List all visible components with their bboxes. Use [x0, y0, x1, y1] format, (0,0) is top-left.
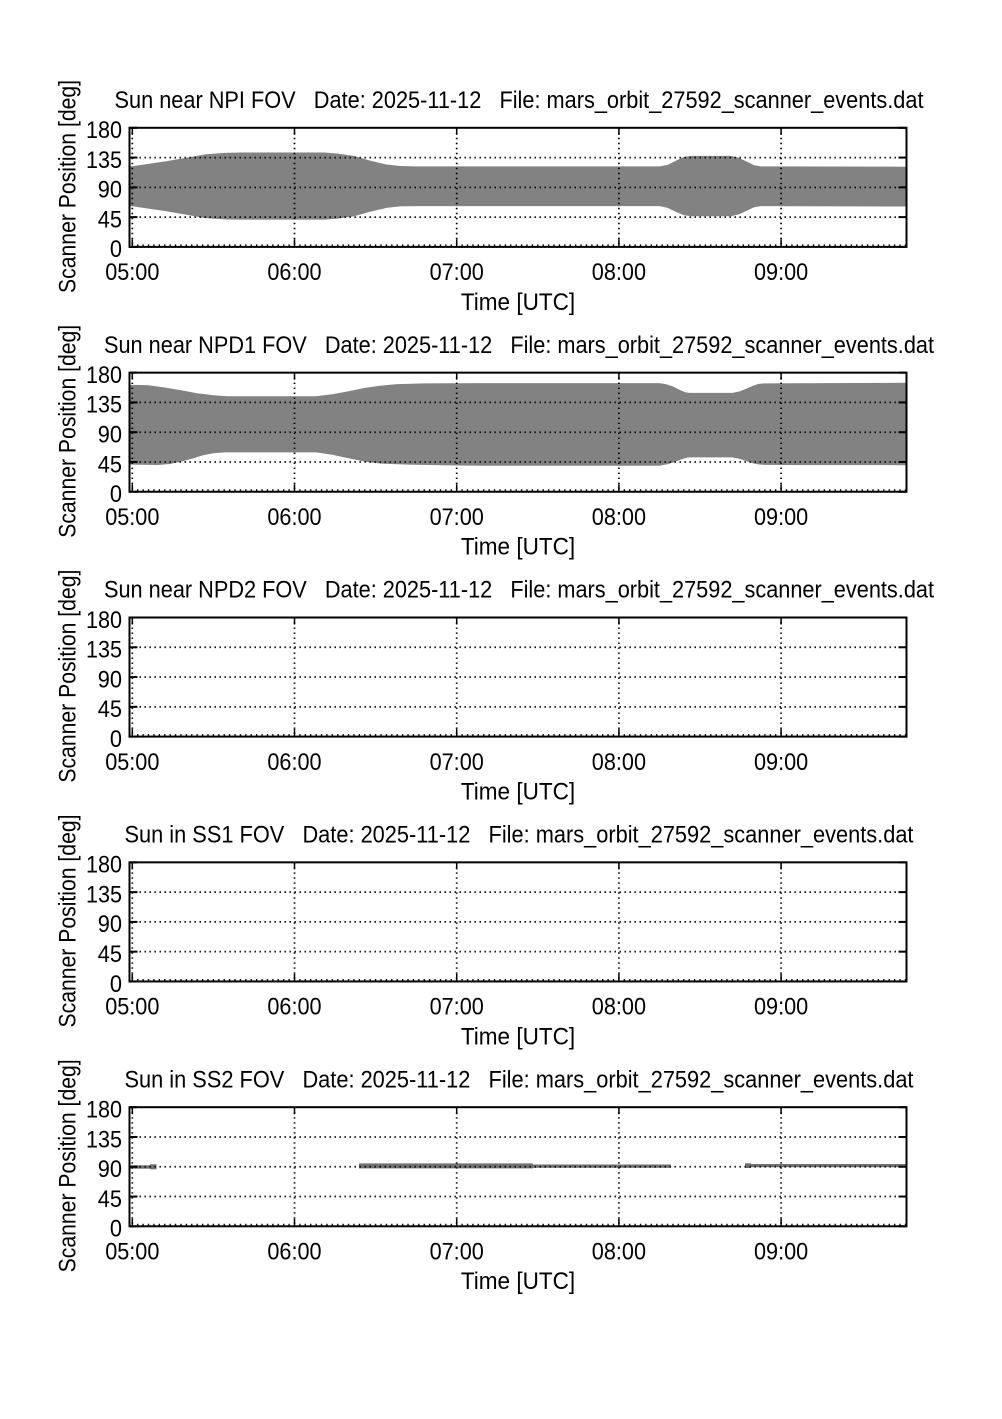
svg-text:06:00: 06:00 — [267, 1239, 321, 1266]
svg-text:180: 180 — [86, 362, 122, 389]
svg-text:Sun in SS2 FOV Date: 2025-11: Sun in SS2 FOV Date: 2025-11-12 File: ma… — [125, 1066, 914, 1093]
svg-text:06:00: 06:00 — [267, 259, 321, 286]
svg-text:Sun near NPD2 FOV Date: 2025: Sun near NPD2 FOV Date: 2025-11-12 File:… — [104, 577, 934, 604]
svg-text:07:00: 07:00 — [430, 259, 484, 286]
svg-text:05:00: 05:00 — [105, 1239, 159, 1266]
svg-text:09:00: 09:00 — [754, 259, 808, 286]
svg-text:05:00: 05:00 — [105, 259, 159, 286]
svg-text:90: 90 — [98, 422, 122, 449]
svg-text:05:00: 05:00 — [105, 504, 159, 531]
svg-text:90: 90 — [98, 1156, 122, 1183]
svg-text:08:00: 08:00 — [592, 259, 646, 286]
svg-text:09:00: 09:00 — [754, 994, 808, 1021]
svg-text:90: 90 — [98, 666, 122, 693]
svg-text:180: 180 — [86, 852, 122, 879]
svg-text:0: 0 — [110, 1216, 122, 1243]
svg-text:09:00: 09:00 — [754, 749, 808, 776]
svg-text:Time [UTC]: Time [UTC] — [461, 1023, 575, 1050]
svg-text:Scanner Position [deg]: Scanner Position [deg] — [55, 80, 82, 293]
svg-text:Time [UTC]: Time [UTC] — [461, 1268, 575, 1295]
svg-text:135: 135 — [86, 392, 122, 419]
svg-text:07:00: 07:00 — [430, 749, 484, 776]
svg-text:06:00: 06:00 — [267, 749, 321, 776]
svg-text:Scanner Position [deg]: Scanner Position [deg] — [55, 570, 82, 783]
svg-text:08:00: 08:00 — [592, 504, 646, 531]
svg-text:Time [UTC]: Time [UTC] — [461, 779, 575, 806]
svg-text:90: 90 — [98, 177, 122, 204]
svg-text:Sun near NPI FOV Date: 2025-: Sun near NPI FOV Date: 2025-11-12 File: … — [115, 87, 924, 114]
svg-text:180: 180 — [86, 607, 122, 634]
svg-text:07:00: 07:00 — [430, 1239, 484, 1266]
svg-text:45: 45 — [98, 941, 122, 968]
svg-text:45: 45 — [98, 696, 122, 723]
svg-text:Scanner Position [deg]: Scanner Position [deg] — [55, 325, 82, 538]
svg-text:05:00: 05:00 — [105, 994, 159, 1021]
svg-text:135: 135 — [86, 147, 122, 174]
svg-text:07:00: 07:00 — [430, 504, 484, 531]
svg-text:09:00: 09:00 — [754, 504, 808, 531]
svg-text:Sun in SS1 FOV Date: 2025-11: Sun in SS1 FOV Date: 2025-11-12 File: ma… — [125, 822, 914, 849]
svg-text:90: 90 — [98, 911, 122, 938]
svg-text:0: 0 — [110, 481, 122, 508]
svg-text:0: 0 — [110, 971, 122, 998]
svg-text:45: 45 — [98, 206, 122, 233]
svg-text:45: 45 — [98, 451, 122, 478]
svg-text:06:00: 06:00 — [267, 994, 321, 1021]
svg-text:06:00: 06:00 — [267, 504, 321, 531]
svg-text:Scanner Position [deg]: Scanner Position [deg] — [55, 815, 82, 1028]
svg-text:180: 180 — [86, 1097, 122, 1124]
svg-text:08:00: 08:00 — [592, 994, 646, 1021]
svg-text:Scanner Position [deg]: Scanner Position [deg] — [55, 1059, 82, 1272]
svg-text:0: 0 — [110, 236, 122, 263]
svg-text:135: 135 — [86, 1126, 122, 1153]
svg-text:0: 0 — [110, 726, 122, 753]
svg-text:135: 135 — [86, 881, 122, 908]
svg-text:Sun near NPD1 FOV Date: 2025: Sun near NPD1 FOV Date: 2025-11-12 File:… — [104, 332, 934, 359]
svg-text:135: 135 — [86, 637, 122, 664]
svg-text:Time [UTC]: Time [UTC] — [461, 534, 575, 561]
svg-text:Time [UTC]: Time [UTC] — [461, 289, 575, 316]
svg-text:08:00: 08:00 — [592, 1239, 646, 1266]
svg-text:05:00: 05:00 — [105, 749, 159, 776]
svg-text:08:00: 08:00 — [592, 749, 646, 776]
svg-text:09:00: 09:00 — [754, 1239, 808, 1266]
svg-text:180: 180 — [86, 117, 122, 144]
svg-text:07:00: 07:00 — [430, 994, 484, 1021]
svg-text:45: 45 — [98, 1186, 122, 1213]
